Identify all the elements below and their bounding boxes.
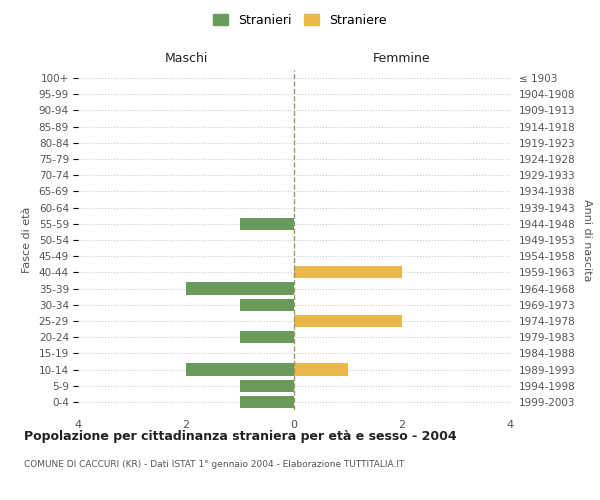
Y-axis label: Anni di nascita: Anni di nascita bbox=[583, 198, 592, 281]
Y-axis label: Fasce di età: Fasce di età bbox=[22, 207, 32, 273]
Bar bbox=[186, 364, 294, 376]
Bar bbox=[294, 315, 402, 327]
Bar bbox=[294, 266, 402, 278]
Legend: Stranieri, Straniere: Stranieri, Straniere bbox=[208, 8, 392, 32]
Bar bbox=[186, 282, 294, 294]
Text: COMUNE DI CACCURI (KR) - Dati ISTAT 1° gennaio 2004 - Elaborazione TUTTITALIA.IT: COMUNE DI CACCURI (KR) - Dati ISTAT 1° g… bbox=[24, 460, 404, 469]
Bar bbox=[240, 380, 294, 392]
Text: Femmine: Femmine bbox=[373, 52, 431, 65]
Text: Maschi: Maschi bbox=[164, 52, 208, 65]
Bar bbox=[240, 218, 294, 230]
Text: Popolazione per cittadinanza straniera per età e sesso - 2004: Popolazione per cittadinanza straniera p… bbox=[24, 430, 457, 443]
Bar bbox=[240, 396, 294, 408]
Bar bbox=[240, 298, 294, 311]
Bar bbox=[294, 364, 348, 376]
Bar bbox=[240, 331, 294, 343]
